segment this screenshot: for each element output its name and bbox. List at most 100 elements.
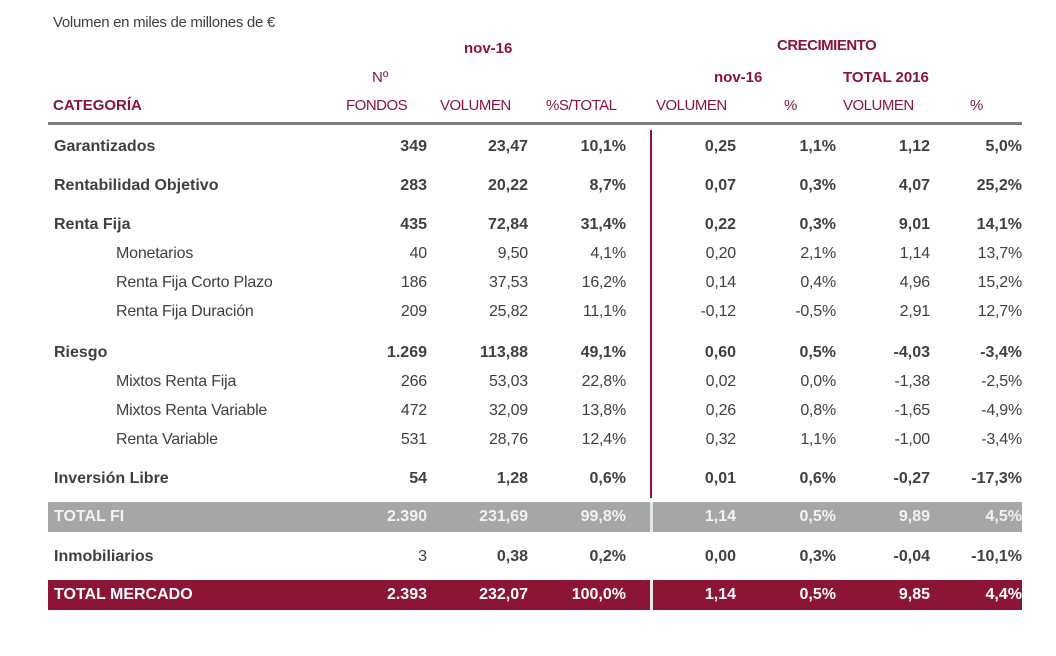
cell-tot-pct: 15,2% [977,274,1023,291]
cell-volumen: 231,69 [479,508,528,525]
cell-tot-vol: 4,07 [898,177,930,194]
cell-fondos: 349 [400,138,427,155]
table-row-rentabilidad-objetivo: Rentabilidad Objetivo 283 20,22 8,7% 0,0… [48,172,1022,200]
header-s-total: %S/TOTAL [546,97,617,114]
table-row-inmobiliarios: Inmobiliarios 3 0,38 0,2% 0,00 0,3% -0,0… [48,543,1022,571]
cell-nov-pct: 0,3% [799,177,836,194]
cell-categoria: Monetarios [116,245,194,262]
cell-s-total: 8,7% [589,177,626,194]
cell-tot-vol: 1,12 [898,138,930,155]
cell-tot-vol: -4,03 [893,344,930,361]
cell-tot-vol: 9,01 [898,216,930,233]
cell-tot-vol: -0,04 [893,548,930,565]
cell-tot-pct: -3,4% [980,344,1022,361]
cell-volumen: 1,28 [496,470,528,487]
cell-tot-vol: 9,89 [898,508,930,525]
cell-tot-pct: 4,5% [985,508,1022,525]
cell-fondos: 2.390 [386,508,427,525]
cell-s-total: 0,2% [589,548,626,565]
cell-nov-pct: 0,5% [799,508,836,525]
cell-categoria: Renta Fija Duración [116,303,254,320]
cell-tot-pct: 5,0% [985,138,1022,155]
table-row-riesgo: Riesgo 1.269 113,88 49,1% 0,60 0,5% -4,0… [48,339,1022,367]
cell-s-total: 100,0% [571,586,626,603]
cell-nov-vol: 0,22 [704,216,736,233]
cell-volumen: 23,47 [487,138,528,155]
header-n-top: Nº [372,69,389,86]
table-row-mixtos-renta-variable: Mixtos Renta Variable 472 32,09 13,8% 0,… [48,397,1022,425]
cell-fondos: 266 [400,373,427,390]
cell-nov-vol: 0,26 [705,402,737,419]
cell-volumen: 9,50 [497,245,529,262]
header-crec-nov-pct: % [784,97,798,114]
cell-nov-pct: -0,5% [795,303,836,320]
cell-s-total: 16,2% [581,274,627,291]
cell-volumen: 37,53 [488,274,528,291]
cell-nov-pct: 0,5% [799,344,836,361]
cell-nov-pct: 0,3% [799,216,836,233]
cell-nov-vol: 0,01 [704,470,736,487]
cell-categoria: Renta Fija [54,216,131,233]
column-divider [650,130,652,498]
cell-fondos: 435 [400,216,427,233]
cell-nov-vol: 1,14 [704,586,736,603]
cell-nov-vol: 0,07 [704,177,736,194]
units-caption: Volumen en miles de millones de € [53,14,275,31]
cell-s-total: 4,1% [590,245,626,262]
cell-tot-vol: 1,14 [899,245,931,262]
header-crec-total-pct: % [970,97,984,114]
cell-nov-vol: 0,32 [705,431,737,448]
cell-s-total: 12,4% [581,431,627,448]
cell-s-total: 22,8% [581,373,627,390]
table-row-renta-variable: Renta Variable 531 28,76 12,4% 0,32 1,1%… [48,426,1022,454]
header-volumen: VOLUMEN [440,97,511,114]
header-group-nov16: nov-16 [464,40,513,57]
cell-fondos: 472 [400,402,427,419]
cell-tot-pct: 12,7% [977,303,1023,320]
cell-categoria: Garantizados [54,138,156,155]
cell-volumen: 53,03 [488,373,528,390]
cell-s-total: 11,1% [582,303,626,320]
cell-nov-pct: 1,1% [799,138,836,155]
cell-tot-pct: 4,4% [985,586,1022,603]
cell-fondos: 531 [400,431,427,448]
cell-fondos: 1.269 [386,344,427,361]
table-row-renta-fija-duracion: Renta Fija Duración 209 25,82 11,1% -0,1… [48,298,1022,326]
cell-categoria: Mixtos Renta Fija [116,373,237,390]
cell-nov-pct: 0,4% [800,274,836,291]
cell-categoria: Mixtos Renta Variable [116,402,268,419]
cell-tot-vol: -0,27 [893,470,930,487]
cell-nov-pct: 0,3% [799,548,836,565]
cell-fondos: 209 [400,303,427,320]
cell-categoria: TOTAL FI [54,508,125,525]
cell-nov-vol: 1,14 [704,508,736,525]
band-separator [650,502,653,532]
cell-nov-vol: 0,02 [705,373,737,390]
table-row-total-mercado: TOTAL MERCADO 2.393 232,07 100,0% 1,14 0… [48,580,1022,610]
band-separator [650,580,653,610]
cell-nov-vol: 0,00 [704,548,736,565]
cell-nov-vol: 0,60 [704,344,736,361]
cell-categoria: Riesgo [54,344,108,361]
cell-tot-pct: -2,5% [981,373,1022,390]
cell-tot-pct: 14,1% [976,216,1022,233]
header-sub-total2016: TOTAL 2016 [843,69,929,86]
cell-nov-pct: 0,0% [800,373,836,390]
cell-fondos: 54 [409,470,427,487]
table-row-renta-fija: Renta Fija 435 72,84 31,4% 0,22 0,3% 9,0… [48,211,1022,239]
header-crec-total-volumen: VOLUMEN [843,97,914,114]
cell-s-total: 10,1% [580,138,626,155]
cell-s-total: 49,1% [580,344,626,361]
cell-tot-vol: 9,85 [898,586,930,603]
cell-nov-pct: 0,8% [800,402,836,419]
cell-tot-pct: 25,2% [976,177,1022,194]
cell-categoria: Renta Variable [116,431,218,448]
cell-fondos: 3 [418,548,427,565]
cell-categoria: Rentabilidad Objetivo [54,177,219,194]
cell-nov-vol: -0,12 [700,303,737,320]
cell-volumen: 28,76 [488,431,528,448]
cell-tot-pct: -17,3% [971,470,1022,487]
cell-tot-vol: 2,91 [899,303,931,320]
cell-nov-vol: 0,14 [705,274,737,291]
cell-nov-vol: 0,25 [704,138,736,155]
